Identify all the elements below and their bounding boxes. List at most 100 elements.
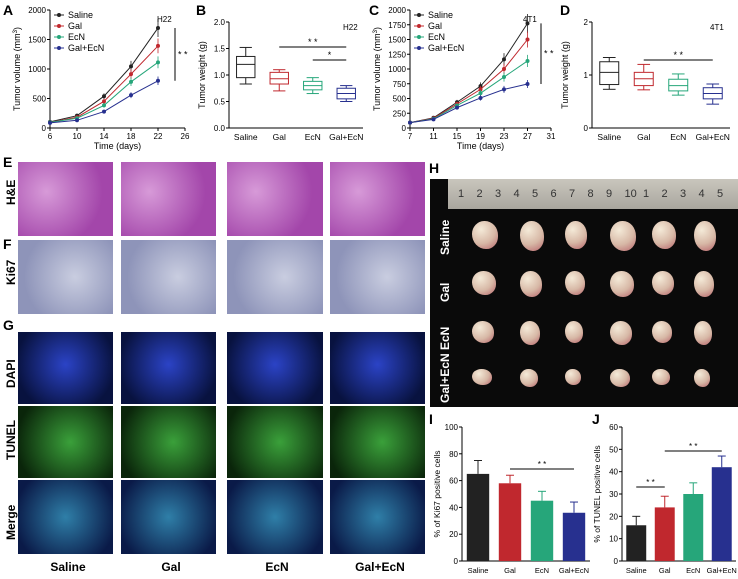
- merge-tile: [330, 480, 425, 554]
- x-tick-label: Gal+EcN: [707, 566, 737, 575]
- data-point: [102, 99, 106, 104]
- significance-mark: * *: [544, 49, 554, 59]
- tumor-sample: [565, 221, 587, 249]
- data-point: [455, 105, 459, 110]
- data-point: [478, 91, 483, 96]
- data-point: [502, 87, 506, 92]
- panel-label-e: E: [3, 154, 13, 170]
- bar: [498, 483, 522, 561]
- y-tick-label: 0.0: [214, 124, 226, 133]
- ki67-tile: [330, 240, 425, 314]
- ki67-tile: [227, 240, 323, 314]
- y-tick-label: 1500: [28, 36, 46, 45]
- y-tick-label: 1750: [388, 21, 406, 30]
- y-tick-label: 2.0: [214, 18, 226, 27]
- tumor-sample: [652, 271, 674, 295]
- he-tile: [330, 162, 425, 236]
- tumor-photo: 1 2 3 4 5 6 7 8 9 10 1 2 3 4 5: [430, 179, 738, 407]
- y-tick-label: 20: [449, 530, 458, 539]
- data-point: [156, 78, 160, 83]
- panel-label-g: G: [3, 317, 14, 333]
- panel-label-j: J: [592, 411, 600, 427]
- y-tick-label: 0: [584, 124, 589, 133]
- photo-row-gal: Gal: [438, 282, 452, 302]
- y-tick-label: 100: [445, 423, 459, 432]
- panel-label-f: F: [3, 236, 12, 252]
- row-label-he: H&E: [4, 179, 18, 205]
- legend-label: Saline: [68, 10, 93, 20]
- y-tick-label: 500: [33, 95, 47, 104]
- data-point: [502, 75, 506, 80]
- chart-c-tumor-volume-4t1: 0 250 500 750 1000 1250 1500 1750 2000 7 11 15 19 23 2…: [372, 6, 556, 151]
- significance-mark: * *: [689, 442, 697, 451]
- ruler-number: 2: [476, 188, 483, 200]
- significance-mark: * *: [308, 37, 318, 47]
- tumor-sample: [610, 321, 632, 345]
- x-axis-label: Time (days): [457, 141, 504, 151]
- data-point: [102, 94, 106, 99]
- y-tick-label: 1.0: [214, 71, 226, 80]
- chart-d-tumor-weight-4t1: 0 1 2 Saline Gal EcN Gal+EcN Tumor weight (g) 4T…: [560, 18, 730, 142]
- x-tick-label: 6: [48, 132, 53, 141]
- panel-label-h: H: [429, 160, 440, 176]
- data-point: [48, 120, 52, 125]
- legend-label: EcN: [68, 32, 85, 42]
- x-tick-label: 10: [73, 132, 82, 141]
- data-point: [129, 93, 133, 98]
- he-tile: [121, 162, 216, 236]
- tumor-sample: [472, 221, 498, 249]
- y-tick-label: 1250: [388, 50, 406, 59]
- y-tick-label: 50: [609, 445, 618, 454]
- legend-label: Saline: [428, 10, 453, 20]
- tunel-tile: [18, 406, 113, 478]
- data-point: [525, 82, 530, 87]
- box: [269, 71, 289, 85]
- dapi-tile: [121, 332, 216, 404]
- legend-label: Gal: [428, 21, 442, 31]
- photo-row-saline: Saline: [438, 219, 452, 255]
- x-tick-label: 23: [500, 132, 509, 141]
- y-tick-label: 40: [609, 468, 618, 477]
- data-point: [102, 109, 106, 114]
- tunel-tile: [121, 406, 216, 478]
- tumor-sample: [565, 321, 583, 343]
- x-tick-label: 31: [547, 132, 556, 141]
- x-tick-label: EcN: [535, 566, 549, 575]
- box: [668, 78, 689, 92]
- data-point: [129, 64, 133, 69]
- legend-marker: [417, 13, 421, 17]
- chart-title: H22: [343, 23, 358, 32]
- y-tick-label: 0: [42, 124, 47, 133]
- data-point: [156, 25, 160, 30]
- significance-mark: * *: [538, 460, 546, 469]
- data-point: [478, 95, 483, 100]
- bar: [626, 525, 647, 561]
- y-tick-label: 60: [609, 423, 618, 432]
- x-tick-label: 27: [523, 132, 532, 141]
- x-tick-label: 19: [476, 132, 485, 141]
- significance-mark: * *: [646, 478, 654, 487]
- bar: [562, 512, 586, 561]
- merge-tile: [227, 480, 323, 554]
- y-tick-label: 1.5: [214, 45, 226, 54]
- data-point: [478, 87, 483, 92]
- col-label-ecn: EcN: [265, 560, 289, 574]
- y-tick-label: 2000: [388, 6, 406, 15]
- tumor-sample: [652, 221, 676, 249]
- legend-label: Gal: [68, 21, 82, 31]
- ruler-number: 10: [624, 188, 637, 200]
- ruler-number: 7: [569, 188, 576, 200]
- data-point: [525, 37, 530, 42]
- data-point: [502, 57, 506, 62]
- y-tick-label: 1: [584, 71, 589, 80]
- data-point: [156, 43, 160, 48]
- legend-marker: [57, 24, 61, 28]
- data-point: [502, 67, 506, 71]
- ki67-tile: [121, 240, 216, 314]
- x-tick-label: Saline: [597, 132, 621, 142]
- chart-b-tumor-weight-h22: 0.0 0.5 1.0 1.5 2.0 Saline Gal EcN Gal+EcN Tumor …: [197, 18, 363, 142]
- ruler: [448, 179, 738, 209]
- dapi-tile: [18, 332, 113, 404]
- y-tick-label: 20: [609, 512, 618, 521]
- chart-a-tumor-volume-h22: 0 500 1000 1500 2000 6 10 14 18 22 26 Time (days) Tu…: [12, 6, 190, 151]
